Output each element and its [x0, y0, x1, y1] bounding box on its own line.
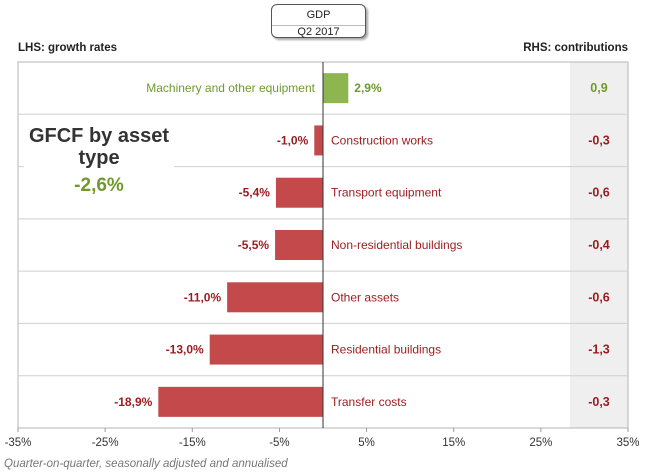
x-tick-label: -35% — [5, 437, 32, 449]
bar — [227, 282, 323, 313]
category-label: Other assets — [331, 290, 399, 304]
header-line-2: Q2 2017 — [297, 26, 340, 38]
lhs-label: LHS: growth rates — [18, 42, 118, 54]
x-tick-label: -5% — [269, 437, 289, 449]
bar — [314, 125, 323, 156]
bar — [275, 230, 323, 260]
contribution-label: -0,6 — [588, 186, 610, 200]
bar-value-label: -5,4% — [239, 186, 271, 200]
contribution-label: -0,6 — [588, 290, 610, 304]
bar-value-label: -13,0% — [166, 343, 204, 357]
x-tick-label: 5% — [358, 437, 375, 449]
bar — [323, 73, 349, 104]
chart-header-box: GDP Q2 2017 — [271, 4, 366, 38]
bar-value-label: -18,9% — [114, 395, 152, 409]
contributions-band — [570, 62, 628, 428]
summary-panel-value: -2,6% — [74, 175, 124, 196]
summary-panel: GFCF by asset type -2,6% — [24, 117, 174, 205]
bar — [275, 177, 323, 208]
x-tick-label: 15% — [442, 437, 465, 449]
category-label: Transfer costs — [331, 395, 407, 409]
footnote: Quarter-on-quarter, seasonally adjusted … — [4, 458, 288, 470]
bar-value-label: -1,0% — [277, 133, 309, 147]
category-label: Construction works — [331, 133, 433, 147]
header-divider — [272, 25, 365, 26]
bar-value-label: -5,5% — [238, 238, 270, 252]
bar — [158, 386, 323, 417]
contribution-label: -0,3 — [588, 395, 610, 409]
x-tick-label: 25% — [529, 437, 552, 449]
x-tick-label: -25% — [92, 437, 119, 449]
bar-value-label: -11,0% — [184, 290, 222, 304]
category-label: Machinery and other equipment — [146, 81, 315, 95]
contribution-label: -0,3 — [588, 133, 610, 147]
rhs-label: RHS: contributions — [523, 42, 628, 54]
category-label: Residential buildings — [331, 343, 441, 357]
summary-panel-title: GFCF by asset type — [28, 125, 170, 169]
header-line-1: GDP — [306, 9, 331, 21]
category-label: Transport equipment — [331, 186, 442, 200]
category-label: Non-residential buildings — [331, 238, 462, 252]
x-tick-label: 35% — [616, 437, 639, 449]
contribution-label: -0,4 — [588, 238, 610, 252]
contribution-label: -1,3 — [588, 343, 610, 357]
bar — [209, 334, 323, 365]
x-tick-label: -15% — [179, 437, 206, 449]
contribution-label: 0,9 — [590, 81, 607, 95]
bar-value-label: 2,9% — [354, 81, 382, 95]
